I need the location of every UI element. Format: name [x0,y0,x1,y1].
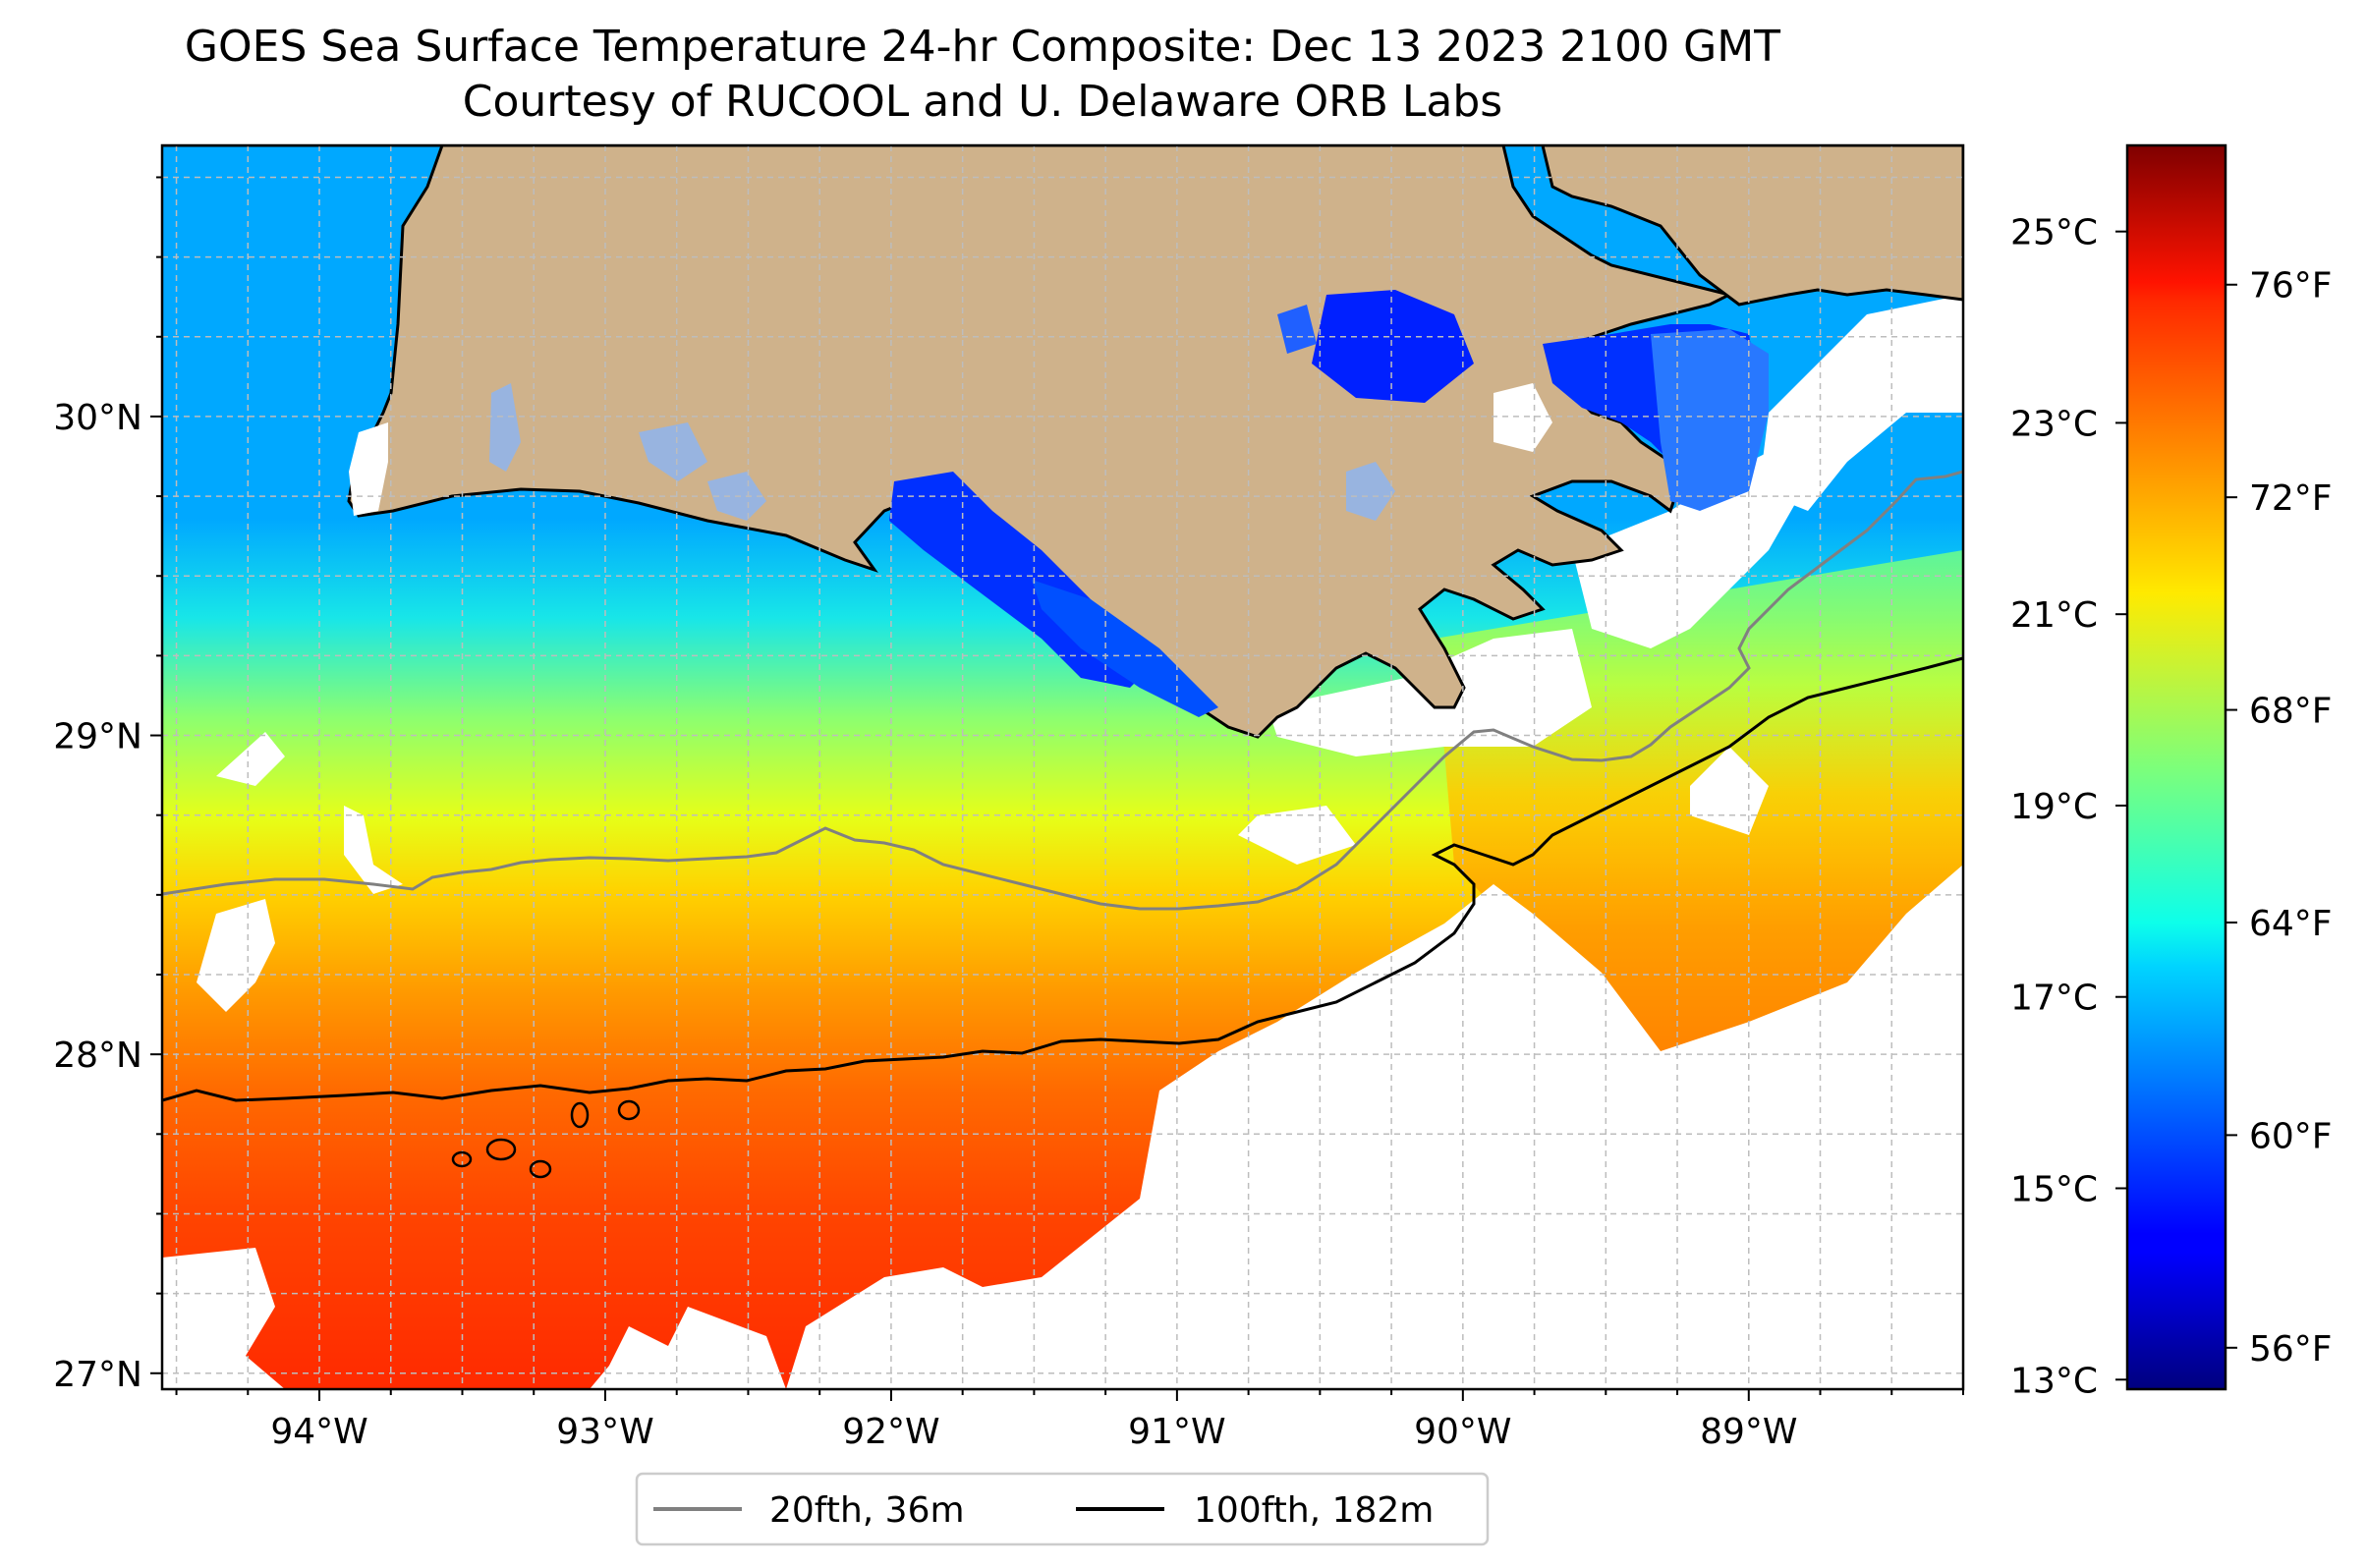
legend-label-20fth: 20fth, 36m [769,1490,965,1531]
fahrenheit-tick-label: 76°F [2249,266,2333,307]
fahrenheit-tick-label: 64°F [2249,904,2333,944]
colorbar [2125,143,2227,1391]
isobath-20fth [162,470,1963,911]
isobath-100fth-rings [451,1099,641,1179]
isobath-100fth [162,656,1963,1102]
celsius-tick-label: 17°C [2010,979,2098,1019]
lon-tick-label: 90°W [1414,1412,1511,1452]
lon-tick-label: 91°W [1128,1412,1225,1452]
lon-tick-label: 89°W [1700,1412,1797,1452]
chart-title: GOES Sea Surface Temperature 24-hr Compo… [184,22,1781,72]
lon-tick-label: 92°W [842,1412,939,1452]
lat-tick-label: 27°N [53,1355,142,1395]
celsius-tick-label: 15°C [2010,1169,2098,1209]
land [162,145,1963,739]
celsius-tick-label: 19°C [2010,787,2098,827]
cloud-gaps [162,295,1963,1389]
fahrenheit-tick-label: 72°F [2249,478,2333,519]
celsius-tick-label: 25°C [2010,213,2098,253]
celsius-tick-label: 21°C [2010,595,2098,636]
lat-tick-label: 28°N [53,1036,142,1076]
inland-water [349,290,1769,717]
fahrenheit-tick-label: 68°F [2249,692,2333,732]
celsius-tick-label: 13°C [2010,1361,2098,1401]
map-frame [160,143,1965,1391]
lon-tick-label: 93°W [556,1412,653,1452]
map-plot-content [162,145,1963,1389]
lat-tick-label: 30°N [53,398,142,438]
lat-tick-label: 29°N [53,717,142,757]
legend-label-100fth: 100fth, 182m [1194,1490,1434,1531]
lon-tick-label: 94°W [270,1412,367,1452]
map-axis-ticks: 94°W 93°W 92°W 91°W 90°W 89°W 27°N 28°N 29°N 30°N [53,176,1964,1452]
legend-box [635,1472,1490,1546]
celsius-tick-label: 23°C [2010,404,2098,444]
chart-subtitle: Courtesy of RUCOOL and U. Delaware ORB L… [462,77,1503,127]
colorbar-ticks: 13°C 15°C 17°C 19°C 21°C 23°C 25°C 56°F 60°F 64°F… [2010,213,2332,1402]
fahrenheit-tick-label: 60°F [2249,1116,2333,1156]
fahrenheit-tick-label: 56°F [2249,1329,2333,1370]
legend: 20fth, 36m 100fth, 182m [635,1472,1490,1546]
map-grid [162,145,1963,1389]
